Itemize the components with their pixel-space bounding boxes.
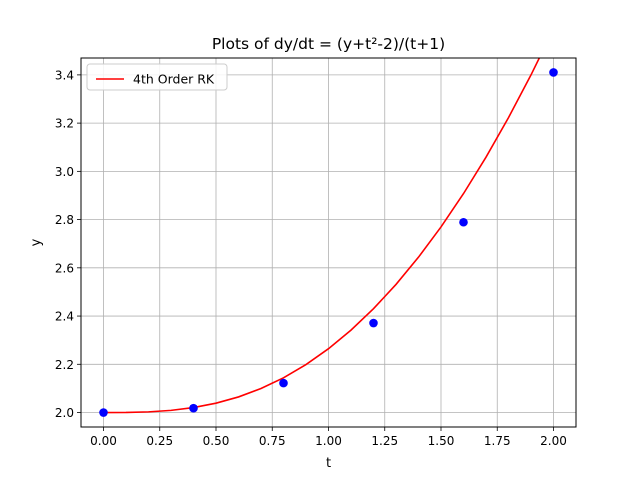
y-tick-label: 2.0 xyxy=(55,406,74,420)
x-tick-label: 1.75 xyxy=(484,434,511,448)
legend: 4th Order RK xyxy=(86,63,228,91)
y-tick-label: 2.2 xyxy=(55,358,74,372)
data-point xyxy=(549,68,558,77)
legend-box xyxy=(86,63,228,91)
series-layer xyxy=(99,58,558,417)
x-tick-label: 1.25 xyxy=(371,434,398,448)
chart-title: Plots of dy/dt = (y+t²-2)/(t+1) xyxy=(212,35,445,53)
x-tick-label: 1.00 xyxy=(315,434,342,448)
y-tick-label: 3.0 xyxy=(55,165,74,179)
y-tick-label: 3.4 xyxy=(55,68,74,82)
y-tick-label: 2.8 xyxy=(55,213,74,227)
data-point xyxy=(369,318,378,328)
ticks: 0.00 0.25 0.50 0.75 1.00 1.25 1.50 1.75 2.00 2.0 2… xyxy=(55,68,567,448)
x-tick-label: 0.25 xyxy=(146,434,173,448)
data-point xyxy=(279,378,288,388)
x-tick-label: 0.00 xyxy=(90,434,117,448)
y-axis-label: y xyxy=(29,238,44,246)
x-tick-label: 0.50 xyxy=(203,434,230,448)
x-tick-label: 2.00 xyxy=(540,434,567,448)
y-tick-label: 2.4 xyxy=(55,310,74,324)
data-point xyxy=(189,403,198,413)
legend-label: 4th Order RK xyxy=(133,72,215,87)
grid xyxy=(81,58,576,427)
x-tick-label: 1.50 xyxy=(428,434,455,448)
y-tick-label: 2.6 xyxy=(55,261,74,275)
y-tick-label: 3.2 xyxy=(55,117,74,131)
series-line-rk4 xyxy=(103,58,541,414)
data-point xyxy=(459,217,468,227)
data-point xyxy=(99,408,108,417)
x-tick-label: 0.75 xyxy=(259,434,286,448)
x-axis-label: t xyxy=(326,456,331,471)
